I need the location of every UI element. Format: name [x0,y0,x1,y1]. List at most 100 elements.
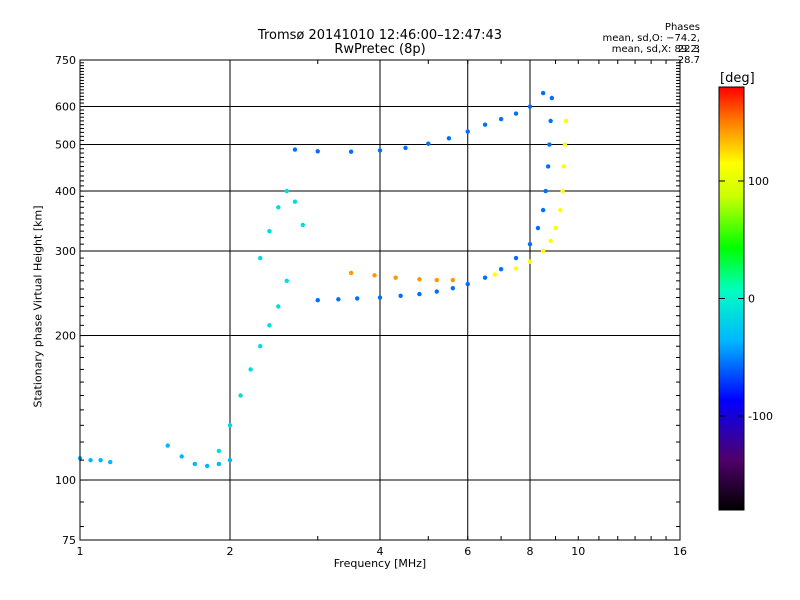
data-point [354,296,360,301]
data-point [527,104,533,109]
data-point [426,141,431,146]
y-tick-label: 300 [55,245,76,258]
data-points [77,90,569,469]
data-point [543,188,548,194]
colorbar-tick-label: -100 [748,410,773,423]
data-point [179,454,184,459]
data-point [377,148,383,153]
data-point [216,448,222,454]
y-tick-label: 75 [62,534,76,547]
series-group [315,95,555,303]
stats-heading: Phases [664,22,700,33]
data-point [563,118,569,124]
stats-o-mode: mean, sd,O: −74.2, 22.3 [602,33,700,55]
data-point [165,443,170,448]
data-point [562,142,568,147]
data-point [482,122,488,127]
data-point [248,367,253,372]
data-point [315,149,320,154]
data-point [258,344,263,349]
data-point [498,266,504,272]
data-point [377,295,383,300]
colorbar-label: [deg] [720,71,755,86]
data-point [548,238,553,244]
data-point [513,111,519,116]
colorbar-tick-label: 100 [748,175,769,188]
data-point [284,278,289,284]
data-point [527,259,533,264]
data-point [267,323,272,328]
series-group [77,443,233,469]
data-point [192,461,198,467]
data-point [348,270,354,276]
data-point [434,277,439,283]
y-tick-label: 100 [55,474,76,487]
data-point [108,459,113,465]
data-point [292,147,298,152]
data-point [535,225,541,231]
x-tick-label: 2 [227,545,234,558]
colorbar-tick-label: 0 [748,293,755,306]
data-point [547,142,552,147]
stats-x-mode: mean, sd,X: 89.2, 28.7 [611,44,700,66]
y-tick-label: 500 [55,139,76,152]
data-point [284,188,289,194]
data-point [204,463,210,469]
data-point [540,248,546,254]
data-point [450,285,456,291]
data-point [513,255,519,261]
data-point [98,457,103,463]
x-tick-label: 4 [377,545,384,558]
x-tick-label: 16 [673,545,687,558]
data-point [492,272,498,277]
data-point [513,266,519,271]
data-point [267,228,272,234]
data-point [315,297,320,303]
data-point [417,291,422,297]
x-axis-label: Frequency [MHz] [333,557,427,570]
colorbar: [deg] 100 0 -100 [718,71,773,511]
data-point [276,304,281,309]
x-tick-label: 1 [77,545,84,558]
data-point [558,207,563,213]
data-point [398,293,403,298]
data-point [227,423,233,428]
data-point [450,277,456,283]
x-tick-label: 10 [571,545,585,558]
data-point [348,149,354,154]
data-point [560,188,565,194]
data-point [482,275,488,280]
series-group [292,90,546,154]
chart-subtitle: RwPretec (8p) [334,42,426,57]
grid-lines [80,60,680,540]
series-group [216,188,306,454]
data-point [553,225,558,231]
y-axis-label: Stationary phase Virtual Height [km] [31,205,45,408]
data-point [417,277,422,282]
data-point [561,164,566,169]
data-point [549,95,555,101]
data-point [434,289,439,294]
data-point [540,207,546,213]
data-point [238,393,243,398]
y-tick-label: 400 [55,185,76,198]
data-point [465,129,470,134]
data-point [227,457,233,463]
series-group [492,118,569,277]
data-point [540,90,546,96]
series-group [348,270,456,283]
data-point [548,118,553,124]
y-tick-label: 200 [55,330,76,343]
data-point [498,116,504,122]
data-point [527,241,533,247]
data-point [336,297,341,302]
data-point [465,281,470,287]
data-point [258,255,263,261]
data-point [545,164,551,169]
data-point [216,461,222,467]
x-tick-label: 8 [527,545,534,558]
data-point [393,275,398,280]
x-tick-label: 6 [464,545,471,558]
data-point [276,205,281,210]
